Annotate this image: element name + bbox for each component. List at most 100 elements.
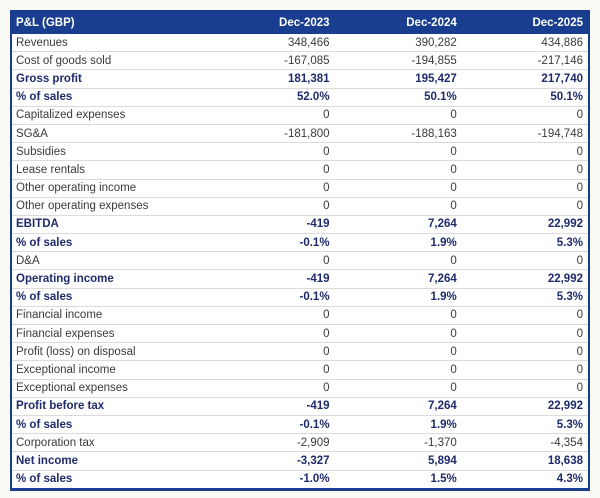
cell-value: 5.3% [461,288,589,307]
cell-value: 0 [334,179,462,198]
cell-value: 5.3% [461,415,589,435]
cell-value: -419 [207,215,335,235]
table-row: Lease rentals 0 0 0 [11,160,589,180]
table-row: Net income -3,327 5,894 18,638 [11,451,589,471]
cell-value: 0 [461,160,589,180]
cell-value: 7,264 [334,269,462,289]
cell-value: -194,748 [461,124,589,144]
cell-value: 390,282 [334,34,462,53]
cell-value: -0.1% [207,415,335,435]
cell-value: -0.1% [207,233,335,253]
cell-value: 195,427 [334,69,462,89]
cell-value: -0.1% [207,288,335,307]
table-row: Profit (loss) on disposal 0 0 0 [11,342,589,362]
cell-value: 434,886 [461,34,589,53]
table-row: % of sales -0.1% 1.9% 5.3% [11,415,589,435]
cell-value: 181,381 [207,69,335,89]
cell-value: 0 [334,379,462,398]
cell-value: -419 [207,269,335,289]
cell-value: 348,466 [207,34,335,53]
row-label: EBITDA [11,215,208,235]
cell-value: 217,740 [461,69,589,89]
row-label: % of sales [11,88,208,107]
cell-value: 0 [461,251,589,271]
cell-value: 0 [334,160,462,180]
row-label: Operating income [11,269,208,289]
cell-value: 0 [461,306,589,326]
table-row: Gross profit 181,381 195,427 217,740 [11,69,589,89]
cell-value: -2,909 [207,433,335,453]
cell-value: 0 [461,342,589,362]
cell-value: 0 [207,160,335,180]
table-row: Other operating income 0 0 0 [11,179,589,198]
cell-value: -217,146 [461,51,589,71]
cell-value: -194,855 [334,51,462,71]
row-label: Capitalized expenses [11,106,208,125]
cell-value: 0 [207,106,335,125]
cell-value: -1.0% [207,470,335,490]
row-label: % of sales [11,288,208,307]
cell-value: -3,327 [207,451,335,471]
row-label: % of sales [11,415,208,435]
cell-value: 0 [207,306,335,326]
cell-value: 0 [207,379,335,398]
cell-value: 0 [334,106,462,125]
cell-value: -188,163 [334,124,462,144]
column-header-dec-2023: Dec-2023 [207,11,335,34]
cell-value: 22,992 [461,397,589,416]
cell-value: 0 [461,106,589,125]
table-row: SG&A -181,800 -188,163 -194,748 [11,124,589,144]
table-row: EBITDA -419 7,264 22,992 [11,215,589,235]
cell-value: 0 [207,251,335,271]
cell-value: -167,085 [207,51,335,71]
cell-value: 18,638 [461,451,589,471]
cell-value: 4.3% [461,470,589,490]
table-title: P&L (GBP) [11,11,208,34]
row-label: Net income [11,451,208,471]
table-row: % of sales -0.1% 1.9% 5.3% [11,233,589,253]
table-row: % of sales 52.0% 50.1% 50.1% [11,88,589,107]
cell-value: 52.0% [207,88,335,107]
cell-value: 5,894 [334,451,462,471]
cell-value: 0 [334,360,462,380]
cell-value: 0 [461,197,589,216]
row-label: % of sales [11,233,208,253]
cell-value: 0 [207,179,335,198]
table-row: Exceptional income 0 0 0 [11,360,589,380]
table-row: Profit before tax -419 7,264 22,992 [11,397,589,416]
table-row: Exceptional expenses 0 0 0 [11,379,589,398]
table-row: % of sales -1.0% 1.5% 4.3% [11,470,589,490]
cell-value: 0 [334,306,462,326]
cell-value: 0 [207,324,335,344]
cell-value: 7,264 [334,215,462,235]
table-header: P&L (GBP) Dec-2023 Dec-2024 Dec-2025 [11,11,589,34]
row-label: Other operating income [11,179,208,198]
cell-value: 1.5% [334,470,462,490]
cell-value: 0 [461,379,589,398]
cell-value: 0 [207,142,335,162]
header-row: P&L (GBP) Dec-2023 Dec-2024 Dec-2025 [11,11,589,34]
row-label: Cost of goods sold [11,51,208,71]
row-label: % of sales [11,470,208,490]
cell-value: 0 [334,324,462,344]
cell-value: -1,370 [334,433,462,453]
table-row: % of sales -0.1% 1.9% 5.3% [11,288,589,307]
table-row: Corporation tax -2,909 -1,370 -4,354 [11,433,589,453]
row-label: Profit (loss) on disposal [11,342,208,362]
cell-value: 0 [334,342,462,362]
cell-value: 0 [207,197,335,216]
cell-value: 22,992 [461,269,589,289]
cell-value: 0 [207,342,335,362]
cell-value: 50.1% [461,88,589,107]
row-label: Lease rentals [11,160,208,180]
row-label: Financial expenses [11,324,208,344]
cell-value: -419 [207,397,335,416]
table-row: D&A 0 0 0 [11,251,589,271]
row-label: D&A [11,251,208,271]
row-label: Corporation tax [11,433,208,453]
table-row: Financial expenses 0 0 0 [11,324,589,344]
row-label: Other operating expenses [11,197,208,216]
cell-value: 50.1% [334,88,462,107]
cell-value: 1.9% [334,288,462,307]
